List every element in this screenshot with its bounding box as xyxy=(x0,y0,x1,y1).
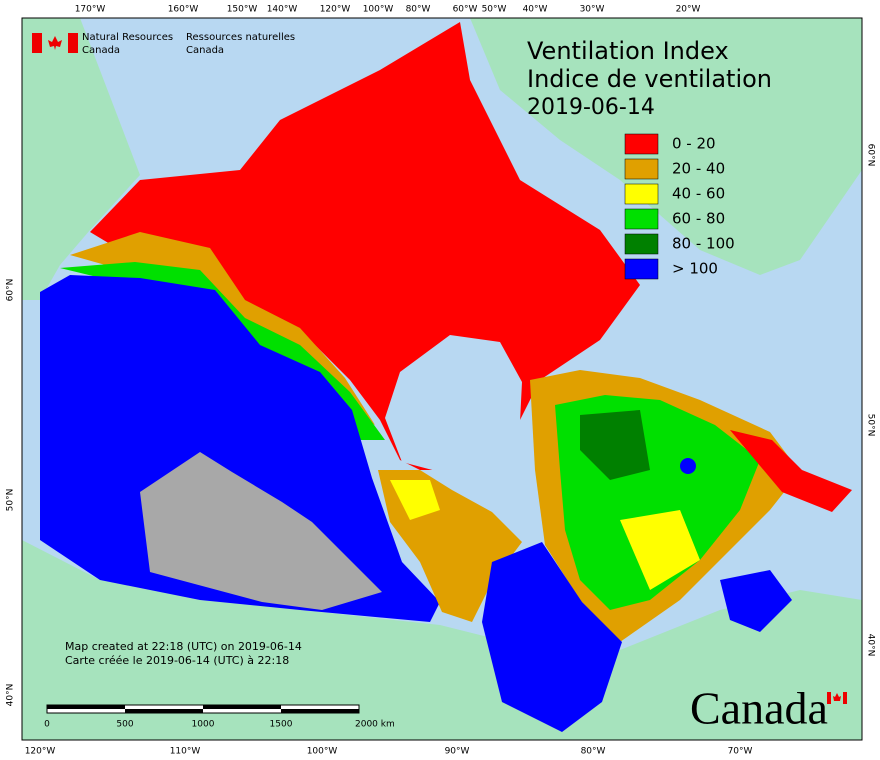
legend-swatch xyxy=(624,158,659,180)
agency-fr: Ressources naturelles xyxy=(186,32,295,43)
legend-label: 20 - 40 xyxy=(672,160,725,178)
lon-label: 40°W xyxy=(523,5,548,15)
greenland xyxy=(470,18,862,275)
legend-label: 80 - 100 xyxy=(672,235,735,253)
lon-label: 110°W xyxy=(170,747,201,757)
wordmark: Canada xyxy=(690,683,847,734)
flag-bar xyxy=(827,692,831,704)
lon-label: 20°W xyxy=(676,5,701,15)
scale-label: 500 xyxy=(116,720,133,730)
zone-blue-ontario xyxy=(482,542,622,732)
scale-segment xyxy=(125,709,203,713)
legend-label: 0 - 20 xyxy=(672,135,716,153)
lat-label: 40°N xyxy=(866,634,876,657)
legend-swatch xyxy=(624,208,659,230)
agency-en: Natural Resources xyxy=(82,32,173,43)
lat-label: 50°N xyxy=(866,414,876,437)
legend: 0 - 20 20 - 40 40 - 60 60 - 80 80 - 100 > 100 xyxy=(624,133,735,280)
legend-label: > 100 xyxy=(672,260,718,278)
lon-label: 150°W xyxy=(227,5,258,15)
scale-segment xyxy=(47,705,125,709)
zone-yellow-ontario xyxy=(390,480,440,520)
lon-label: 120°W xyxy=(25,747,56,757)
zone-nodata xyxy=(140,452,382,610)
lon-label: 60°W xyxy=(453,5,478,15)
lat-label: 40°N xyxy=(6,684,16,707)
lat-label: 60°N xyxy=(6,279,16,302)
flag-leaf xyxy=(48,36,62,50)
title-date: 2019-06-14 xyxy=(527,95,655,120)
flag-leaf xyxy=(833,693,841,701)
lat-label: 50°N xyxy=(6,489,16,512)
agency-fr: Canada xyxy=(186,45,224,56)
lon-label: 120°W xyxy=(320,5,351,15)
lon-label: 30°W xyxy=(580,5,605,15)
lon-label: 100°W xyxy=(307,747,338,757)
lon-label: 70°W xyxy=(728,747,753,757)
legend-swatch xyxy=(624,183,659,205)
agency-en: Canada xyxy=(82,45,120,56)
lon-label: 160°W xyxy=(168,5,199,15)
scale-segment xyxy=(281,709,359,713)
legend-swatch xyxy=(624,133,659,155)
zone-blue-west xyxy=(40,275,440,622)
hudson-bay xyxy=(385,335,522,482)
legend-label: 60 - 80 xyxy=(672,210,725,228)
flag-bar xyxy=(32,33,42,53)
title: Ventilation Index xyxy=(527,37,729,65)
alaska xyxy=(22,18,140,300)
legend-label: 40 - 60 xyxy=(672,185,725,203)
legend-swatch xyxy=(624,258,659,280)
scale-label: 0 xyxy=(44,720,50,730)
flag-bar xyxy=(843,692,847,704)
map-area xyxy=(22,18,862,740)
lon-label: 90°W xyxy=(445,747,470,757)
canada-wordmark: Canada xyxy=(690,683,828,734)
zone-red-labrador xyxy=(730,430,852,512)
zone-darkgreen-quebec xyxy=(580,410,650,480)
lon-label: 50°W xyxy=(482,5,507,15)
legend-swatch xyxy=(624,233,659,255)
lon-label: 100°W xyxy=(363,5,394,15)
logo: Natural Resources Canada Ressources natu… xyxy=(32,32,295,56)
zone-yellow-quebec xyxy=(620,510,700,590)
credit: Carte créée le 2019-06-14 (UTC) à 22:18 xyxy=(65,654,289,667)
usa xyxy=(22,540,862,740)
scale-label: 2000 km xyxy=(355,720,395,730)
map-border xyxy=(21,17,863,741)
graticule-labels: 170°W 160°W 150°W 140°W 120°W 100°W 80°W… xyxy=(6,5,876,757)
scale-label: 1000 xyxy=(192,720,215,730)
zone-blue-spot xyxy=(680,458,696,474)
lon-label: 80°W xyxy=(406,5,431,15)
lon-label: 140°W xyxy=(267,5,298,15)
lat-label: 60°N xyxy=(866,144,876,167)
lon-label: 170°W xyxy=(75,5,106,15)
flag-bar xyxy=(68,33,78,53)
title: Indice de ventilation xyxy=(527,65,772,93)
zone-blue-maritimes xyxy=(720,570,792,632)
credit: Map created at 22:18 (UTC) on 2019-06-14 xyxy=(65,640,302,653)
scale-label: 1500 xyxy=(270,720,293,730)
scale-segment xyxy=(203,705,281,709)
lon-label: 80°W xyxy=(581,747,606,757)
scale-bar: 0 500 1000 1500 2000 km xyxy=(44,704,395,730)
